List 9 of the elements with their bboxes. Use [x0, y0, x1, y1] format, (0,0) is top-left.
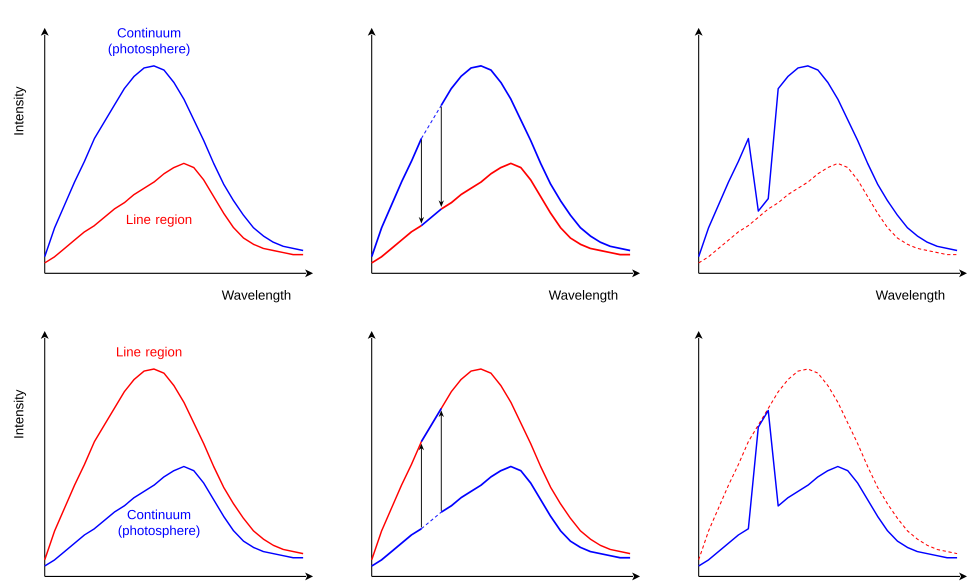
series-label: Continuum (photosphere) [118, 509, 200, 538]
x-axis-title: Wavelength [876, 290, 944, 302]
series-label: Line region [117, 346, 182, 359]
x-axis-title: Wavelength [222, 290, 290, 302]
y-axis-title: Intensity [14, 389, 26, 438]
series-label: Line region [126, 214, 192, 227]
series-label: Continuum (photosphere) [108, 28, 190, 56]
x-axis-title: Wavelength [548, 290, 618, 302]
y-axis-title: Intensity [14, 86, 26, 134]
